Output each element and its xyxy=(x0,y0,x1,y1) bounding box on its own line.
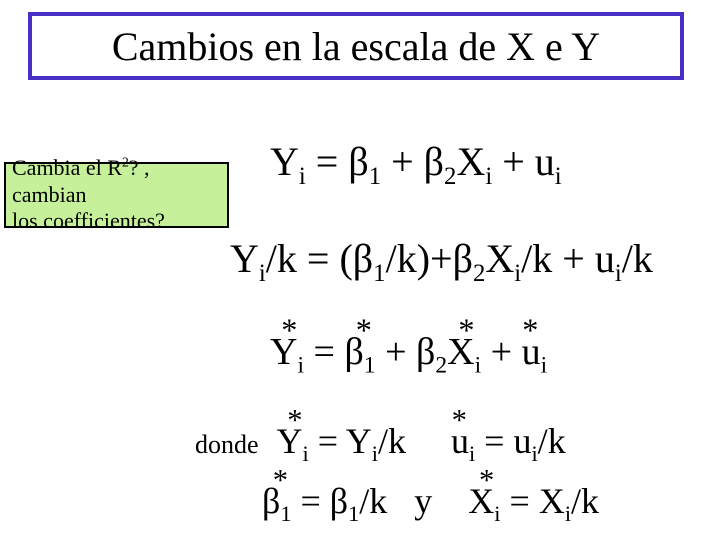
eq1-i3: i xyxy=(555,163,562,190)
eq3-i3: i xyxy=(541,353,548,379)
eq2-i3: i xyxy=(615,260,622,287)
eq3-Xw: X* xyxy=(447,330,474,374)
eq5-i1: i xyxy=(494,501,500,526)
eq2-sl4: / xyxy=(622,236,633,281)
eq3-uw: u* xyxy=(522,330,541,374)
eq2-sl2: / xyxy=(386,236,397,281)
eq1-X: X xyxy=(456,139,485,184)
eq5-b1w: β* xyxy=(262,480,280,522)
eq5-st2: * xyxy=(479,463,494,498)
eq3-s2: 2 xyxy=(435,353,447,379)
eq5-eq1: = xyxy=(300,481,320,521)
eq2-s1: 1 xyxy=(373,260,385,287)
eq5-b2: β xyxy=(330,481,348,521)
eq4-u2: u xyxy=(513,421,531,461)
eq3-st1: * xyxy=(281,312,297,349)
eq3-st4: * xyxy=(522,312,538,349)
eq4-i3: i xyxy=(469,441,475,466)
eq5-Xw: X* xyxy=(468,480,494,522)
eq4-Yw: Y* xyxy=(277,420,303,462)
eq4-sl2: / xyxy=(538,421,548,461)
eq4-i1: i xyxy=(303,441,309,466)
eq4-donde: donde xyxy=(195,430,259,459)
eq5-X2: X xyxy=(539,481,565,521)
eq5-yword: y xyxy=(414,481,432,521)
q-part2: los coefficientes? xyxy=(12,208,165,233)
eq2-b2: β xyxy=(453,236,473,281)
eq4-eq1: = xyxy=(318,421,338,461)
eq2-rp: ) xyxy=(417,236,430,281)
eq4-Y2: Y xyxy=(346,421,372,461)
eq5-st1: * xyxy=(273,463,288,498)
eq3-b2: β xyxy=(416,331,435,373)
eq2-Y: Y xyxy=(230,236,259,281)
q-sup: 2 xyxy=(122,155,129,170)
eq1-u: u xyxy=(535,139,555,184)
eq5-sl2: / xyxy=(571,481,581,521)
title-text: Cambios en la escala de X e Y xyxy=(112,23,600,70)
eq2-u: u xyxy=(595,236,615,281)
eq4-k1: k xyxy=(388,421,406,461)
eq1-b2: β xyxy=(424,139,444,184)
eq2-i1: i xyxy=(259,260,266,287)
eq3-i1: i xyxy=(297,353,304,379)
equation-3: Y*i = β*1 + β2X*i + u*i xyxy=(270,330,547,374)
eq3-p1: + xyxy=(385,331,406,373)
eq2-sl1: / xyxy=(266,236,277,281)
q-part1: Cambia el R xyxy=(12,155,122,180)
eq2-s2: 2 xyxy=(473,260,485,287)
eq3-st3: * xyxy=(458,312,474,349)
eq3-i2: i xyxy=(475,353,482,379)
eq1-b1: β xyxy=(348,139,368,184)
eq3-b1w: β* xyxy=(344,330,363,374)
eq1-p2: + xyxy=(502,139,525,184)
eq5-s1: 1 xyxy=(280,501,291,526)
eq1-eq: = xyxy=(316,139,339,184)
question-text: Cambia el R2? , cambian los coefficiente… xyxy=(12,155,221,234)
eq4-eq2: = xyxy=(484,421,504,461)
eq2-b1: β xyxy=(353,236,373,281)
eq5-k2: k xyxy=(581,481,599,521)
eq3-p2: + xyxy=(491,331,512,373)
eq4-uw: u* xyxy=(451,420,469,462)
eq2-X: X xyxy=(485,236,514,281)
eq1-p1: + xyxy=(391,139,414,184)
eq5-s2: 1 xyxy=(348,501,359,526)
eq3-s1: 1 xyxy=(364,353,376,379)
eq5-sl1: / xyxy=(359,481,369,521)
eq1-i2: i xyxy=(485,163,492,190)
eq2-k2: k xyxy=(397,236,417,281)
eq1-i1: i xyxy=(299,163,306,190)
equation-1: Yi = β1 + β2Xi + ui xyxy=(270,138,562,185)
eq5-eq2: = xyxy=(510,481,530,521)
eq2-eq: = xyxy=(307,236,330,281)
eq3-Yw: Y* xyxy=(270,330,297,374)
eq3-st2: * xyxy=(356,312,372,349)
eq1-s1: 1 xyxy=(369,163,381,190)
eq2-p1: + xyxy=(430,236,453,281)
eq2-k3: k xyxy=(532,236,552,281)
title-box: Cambios en la escala de X e Y xyxy=(28,12,684,80)
eq4-sl1: / xyxy=(378,421,388,461)
eq1-Y: Y xyxy=(270,139,299,184)
equation-2: Yi/k = (β1/k)+β2Xi/k + ui/k xyxy=(230,235,653,282)
eq4-st1: * xyxy=(287,403,302,438)
eq4-k2: k xyxy=(548,421,566,461)
eq2-k1: k xyxy=(277,236,297,281)
eq2-lp: ( xyxy=(339,236,352,281)
eq2-k4: k xyxy=(633,236,653,281)
equation-5: β*1 = β1/k y X*i = Xi/k xyxy=(262,480,599,522)
eq1-s2: 2 xyxy=(444,163,456,190)
eq3-eq: = xyxy=(314,331,335,373)
eq2-sl3: / xyxy=(521,236,532,281)
eq4-st2: * xyxy=(452,403,467,438)
question-box: Cambia el R2? , cambian los coefficiente… xyxy=(4,162,229,228)
eq2-p2: + xyxy=(562,236,585,281)
eq5-k1: k xyxy=(369,481,387,521)
equation-4: donde Y*i = Yi/k u*i = ui/k xyxy=(195,420,566,462)
